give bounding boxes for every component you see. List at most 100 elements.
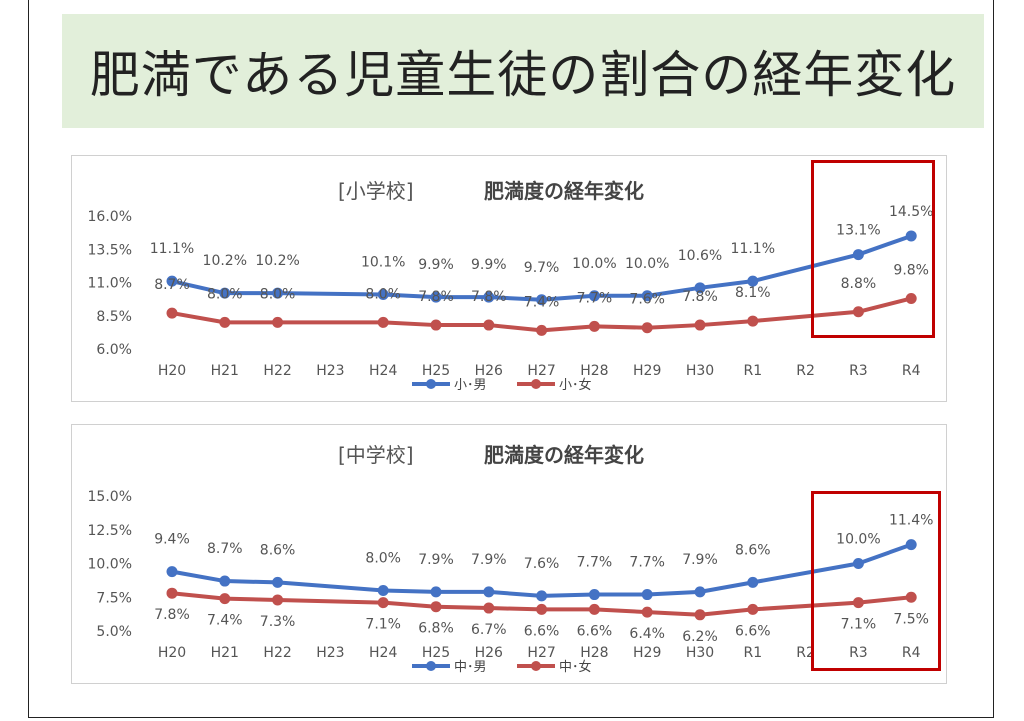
junior-high-legend-marker-girls bbox=[531, 661, 541, 671]
junior-high-y-tick-label: 12.5% bbox=[88, 523, 132, 539]
junior-high-data-point-girls bbox=[430, 601, 442, 613]
junior-high-data-label-girls: 7.5% bbox=[893, 611, 929, 627]
elementary-data-point-boys bbox=[219, 287, 231, 299]
junior-high-data-label-girls: 7.1% bbox=[841, 617, 877, 633]
elementary-highlight-box bbox=[811, 160, 935, 338]
junior-high-highlight-box bbox=[811, 491, 941, 671]
junior-high-legend-label-girls: 中･女 bbox=[559, 659, 592, 675]
junior-high-x-tick-label: H20 bbox=[158, 645, 186, 661]
elementary-data-point-girls bbox=[641, 322, 653, 334]
junior-high-chart-panel: [中学校] 肥満度の経年変化 15.0% 12.5% 10.0% 7.5% 5.0% H20 H… bbox=[71, 424, 947, 684]
junior-high-data-label-boys: 7.9% bbox=[682, 552, 718, 568]
junior-high-data-point-girls bbox=[166, 587, 178, 599]
junior-high-data-label-boys: 11.4% bbox=[889, 513, 933, 529]
junior-high-chart-title-bracket: [中学校] bbox=[338, 443, 414, 467]
elementary-chart: [小学校] 肥満度の経年変化 16.0% 13.5% 11.0% 8.5% 6.0% H20 H… bbox=[88, 179, 934, 393]
junior-high-data-label-girls: 6.2% bbox=[682, 629, 718, 645]
junior-high-data-point-girls bbox=[536, 603, 548, 615]
junior-high-data-point-boys bbox=[747, 576, 759, 588]
elementary-legend-marker-boys bbox=[426, 379, 436, 389]
junior-high-data-point-boys bbox=[536, 590, 548, 602]
junior-high-data-point-girls bbox=[588, 603, 600, 615]
junior-high-chart-title: 肥満度の経年変化 bbox=[484, 443, 644, 467]
elementary-y-tick-label: 11.0% bbox=[88, 276, 132, 292]
elementary-x-tick-label: R1 bbox=[743, 363, 762, 379]
elementary-data-label-girls: 8.7% bbox=[154, 277, 190, 293]
junior-high-data-point-boys bbox=[272, 576, 284, 588]
elementary-data-point-boys bbox=[166, 275, 178, 287]
elementary-data-label-girls: 9.8% bbox=[893, 262, 929, 278]
junior-high-data-label-boys: 7.7% bbox=[629, 555, 665, 571]
elementary-data-label-girls: 8.8% bbox=[841, 276, 877, 292]
junior-high-data-label-boys: 7.7% bbox=[577, 555, 613, 571]
junior-high-x-tick-label: H29 bbox=[633, 645, 661, 661]
junior-high-y-tick-label: 15.0% bbox=[88, 489, 132, 505]
elementary-data-point-girls bbox=[483, 319, 495, 331]
junior-high-data-label-girls: 6.4% bbox=[629, 626, 665, 642]
junior-high-legend-label-boys: 中･男 bbox=[454, 660, 487, 675]
junior-high-data-label-boys: 8.0% bbox=[365, 551, 401, 567]
junior-high-x-tick-label: R1 bbox=[743, 645, 762, 661]
junior-high-data-label-girls: 7.4% bbox=[207, 613, 243, 629]
elementary-data-point-boys bbox=[536, 294, 548, 306]
junior-high-y-tick-label: 10.0% bbox=[88, 557, 132, 573]
junior-high-x-tick-label: H22 bbox=[263, 645, 291, 661]
elementary-data-label-boys: 10.6% bbox=[678, 248, 722, 264]
elementary-data-point-girls bbox=[166, 307, 178, 319]
elementary-x-tick-label: H24 bbox=[369, 363, 397, 379]
elementary-y-tick-label: 16.0% bbox=[88, 209, 132, 225]
junior-high-data-point-boys bbox=[377, 585, 389, 596]
junior-high-legend-marker-boys bbox=[426, 661, 436, 671]
junior-high-data-point-girls bbox=[219, 593, 231, 605]
junior-high-x-tick-label: H23 bbox=[316, 645, 344, 661]
elementary-legend-marker-girls bbox=[531, 379, 541, 389]
elementary-data-label-girls: 8.1% bbox=[735, 285, 771, 301]
elementary-x-tick-label: R4 bbox=[902, 363, 921, 379]
elementary-x-tick-label: H27 bbox=[527, 363, 555, 379]
junior-high-data-point-girls bbox=[483, 602, 495, 614]
junior-high-data-point-boys bbox=[588, 589, 600, 601]
junior-high-data-label-boys: 8.6% bbox=[260, 542, 296, 558]
elementary-x-tick-label: H25 bbox=[422, 363, 450, 379]
junior-high-data-label-boys: 8.6% bbox=[735, 542, 771, 558]
elementary-x-tick-label: H30 bbox=[686, 363, 714, 379]
elementary-data-point-girls bbox=[430, 319, 442, 331]
junior-high-x-tick-label: R3 bbox=[849, 645, 868, 661]
elementary-x-tick-label: H21 bbox=[211, 363, 239, 379]
elementary-data-point-girls bbox=[272, 316, 284, 328]
junior-high-data-point-girls bbox=[905, 591, 917, 603]
junior-high-data-label-girls: 6.6% bbox=[524, 623, 560, 639]
page-title: 肥満である児童生徒の割合の経年変化 bbox=[89, 46, 957, 104]
junior-high-data-point-boys bbox=[694, 586, 706, 598]
elementary-data-label-girls: 7.4% bbox=[524, 294, 560, 310]
elementary-x-tick-label: H28 bbox=[580, 363, 608, 379]
elementary-data-label-boys: 11.1% bbox=[150, 241, 194, 257]
elementary-data-point-boys bbox=[430, 291, 442, 303]
elementary-data-point-girls bbox=[694, 319, 706, 331]
elementary-x-tick-label: H22 bbox=[263, 363, 291, 379]
elementary-x-tick-label: H20 bbox=[158, 363, 186, 379]
elementary-data-point-boys bbox=[272, 287, 284, 299]
elementary-data-label-boys: 9.7% bbox=[524, 260, 560, 276]
elementary-data-point-girls bbox=[219, 316, 231, 328]
junior-high-data-point-boys bbox=[905, 539, 917, 551]
elementary-data-label-boys: 10.0% bbox=[625, 256, 669, 272]
junior-high-data-label-boys: 7.6% bbox=[524, 556, 560, 572]
junior-high-x-tick-label: H27 bbox=[527, 645, 555, 661]
elementary-y-tick-label: 13.5% bbox=[88, 242, 132, 258]
elementary-data-label-girls: 8.0% bbox=[365, 286, 401, 302]
junior-high-data-point-girls bbox=[272, 594, 284, 606]
junior-high-data-point-boys bbox=[852, 558, 864, 569]
elementary-data-point-boys bbox=[483, 291, 495, 303]
elementary-data-label-girls: 8.0% bbox=[207, 286, 243, 302]
junior-high-data-point-boys bbox=[219, 575, 231, 587]
elementary-data-point-girls bbox=[747, 315, 759, 327]
elementary-x-tick-label: H26 bbox=[475, 363, 503, 379]
elementary-data-point-boys bbox=[747, 275, 759, 287]
junior-high-data-point-girls bbox=[641, 606, 653, 618]
elementary-y-tick-label: 6.0% bbox=[96, 342, 132, 358]
elementary-data-label-girls: 8.0% bbox=[260, 286, 296, 302]
junior-high-data-point-boys bbox=[641, 589, 653, 601]
elementary-data-point-boys bbox=[588, 290, 600, 302]
junior-high-data-label-girls: 6.6% bbox=[577, 623, 613, 639]
